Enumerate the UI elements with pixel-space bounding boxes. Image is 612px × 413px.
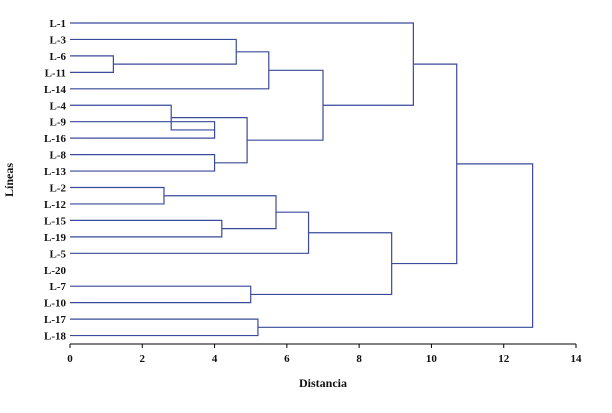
leaf-label-l-12: L-12 bbox=[44, 199, 67, 211]
leaf-label-l-8: L-8 bbox=[50, 150, 67, 162]
dendrogram-links bbox=[70, 22, 534, 337]
x-tick-label: 8 bbox=[356, 353, 362, 365]
leaf-label-l-19: L-19 bbox=[44, 232, 67, 244]
leaf-label-l-4: L-4 bbox=[50, 100, 67, 112]
x-tick-label: 14 bbox=[571, 353, 583, 365]
x-tick-label: 0 bbox=[67, 353, 73, 365]
leaf-label-l-3: L-3 bbox=[50, 34, 67, 46]
dendrogram-link bbox=[163, 195, 277, 230]
leaf-label-l-14: L-14 bbox=[44, 84, 67, 96]
dendrogram-link bbox=[250, 232, 393, 296]
x-axis-title: Distancia bbox=[299, 376, 347, 390]
leaf-label-l-13: L-13 bbox=[44, 166, 67, 178]
dendrogram-link bbox=[171, 116, 248, 164]
leaf-label-l-6: L-6 bbox=[50, 51, 67, 63]
x-tick-label: 4 bbox=[212, 353, 218, 365]
leaf-label-l-15: L-15 bbox=[44, 215, 67, 227]
leaf-label-l-5: L-5 bbox=[50, 248, 67, 260]
dendrogram-link bbox=[70, 219, 223, 238]
dendrogram-link bbox=[70, 211, 310, 254]
leaf-labels: L-1 L-3 L-6 L-11 L-14 L-4 L-9 L-16 L-8 L-13 L-2 L-1… bbox=[44, 18, 67, 343]
x-axis-ticks: 0 2 4 6 8 10 12 14 bbox=[67, 344, 582, 365]
dendrogram-link bbox=[70, 186, 165, 205]
leaf-label-l-1: L-1 bbox=[50, 18, 67, 30]
leaf-label-l-2: L-2 bbox=[50, 183, 67, 195]
dendrogram-link bbox=[70, 285, 252, 304]
dendrogram-link bbox=[70, 51, 270, 90]
dendrogram-link bbox=[70, 38, 237, 65]
leaf-label-l-10: L-10 bbox=[44, 298, 67, 310]
dendrogram-link bbox=[70, 55, 114, 73]
dendrogram-link bbox=[257, 163, 534, 328]
x-tick-label: 10 bbox=[426, 353, 438, 365]
dendrogram-link bbox=[247, 69, 324, 141]
leaf-label-l-20: L-20 bbox=[44, 265, 67, 277]
leaf-label-l-17: L-17 bbox=[44, 314, 67, 326]
leaf-label-l-9: L-9 bbox=[50, 117, 67, 129]
x-tick-label: 6 bbox=[284, 353, 290, 365]
x-tick-label: 2 bbox=[140, 353, 146, 365]
x-tick-label: 12 bbox=[498, 353, 510, 365]
dendrogram-link bbox=[70, 154, 216, 172]
dendrogram-link bbox=[391, 63, 458, 265]
y-axis-title: Líneas bbox=[2, 163, 16, 197]
leaf-label-l-7: L-7 bbox=[50, 281, 67, 293]
dendrogram-link bbox=[70, 22, 414, 106]
leaf-label-l-18: L-18 bbox=[44, 331, 67, 343]
leaf-label-l-11: L-11 bbox=[45, 67, 66, 79]
leaf-label-l-16: L-16 bbox=[44, 133, 67, 145]
dendrogram-link bbox=[70, 318, 259, 337]
